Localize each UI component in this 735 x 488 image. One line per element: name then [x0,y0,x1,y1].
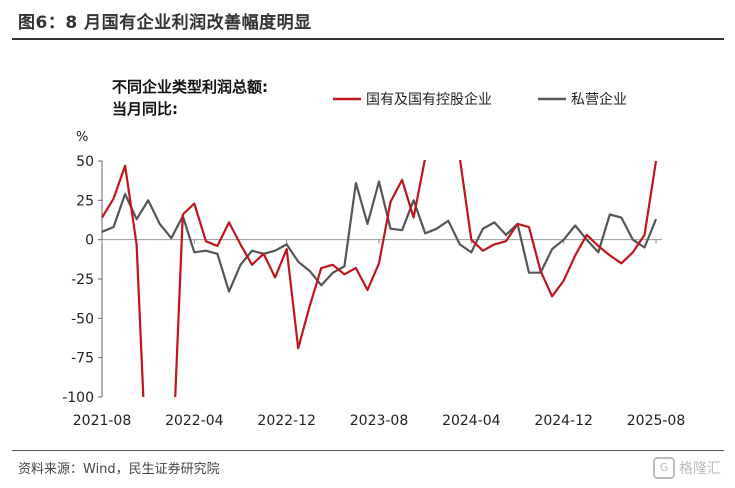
watermark: G 格隆汇 [653,457,721,479]
watermark-text: 格隆汇 [679,461,721,477]
figure-title: 图6：8 月国有企业利润改善幅度明显 [18,13,312,33]
x-tick-label: 2024-12 [534,413,593,429]
y-tick-label: 50 [76,154,94,170]
y-tick-label: -25 [71,272,94,288]
chart-title-line1: 不同企业类型利润总额: [112,78,268,96]
source-rule [12,450,724,451]
plot-area [101,160,658,397]
x-tick-label: 2021-08 [73,413,132,429]
series-line-private [101,180,658,293]
series-line-state-owned [101,160,658,397]
axes: -100 -75 -50 -25 0 25 50 2021-08 2022-04 2022-12 2… [62,154,685,429]
source-note: 资料来源：Wind，民生证券研究院 [18,462,220,477]
legend-label-private: 私营企业 [571,91,627,108]
x-tick-label: 2024-04 [442,413,501,429]
y-tick-label: -75 [71,351,94,367]
legend-label-state-owned: 国有及国有控股企业 [366,91,492,108]
watermark-logo-icon: G [653,457,675,479]
y-tick-label: 25 [76,193,94,209]
x-tick-label: 2022-12 [257,413,316,429]
y-tick-label: -50 [71,311,94,327]
chart-title-line2: 当月同比: [112,100,178,118]
legend: 国有及国有控股企业 私营企业 [333,91,627,108]
y-tick-label: 0 [85,233,94,249]
x-tick-label: 2025-08 [627,413,686,429]
y-axis-unit: % [76,130,88,145]
line-chart: 不同企业类型利润总额: 当月同比: % 国有及国有控股企业 私营企业 -100-… [62,78,685,429]
x-tick-label: 2022-04 [165,413,224,429]
y-tick-label: -100 [62,390,94,406]
title-rule [12,38,724,40]
x-tick-label: 2023-08 [350,413,409,429]
